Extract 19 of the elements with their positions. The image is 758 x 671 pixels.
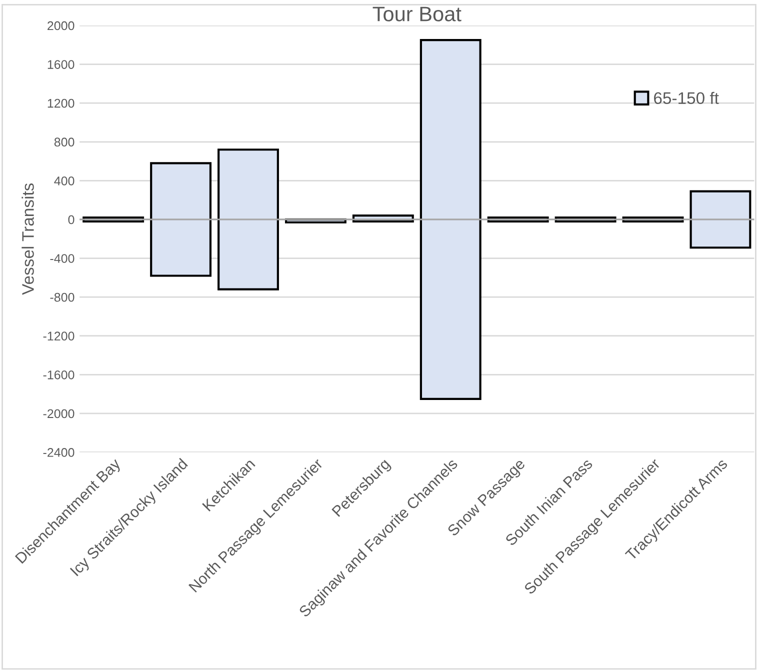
y-tick-label: 2000 bbox=[48, 21, 74, 30]
bar bbox=[150, 162, 212, 277]
y-tick-label: -800 bbox=[50, 292, 74, 302]
y-tick-label: 800 bbox=[54, 138, 74, 147]
bar bbox=[218, 148, 279, 290]
y-axis-title: Vessel Transits bbox=[22, 183, 34, 295]
y-tick-label: 0 bbox=[68, 215, 74, 224]
y-tick-label: -1200 bbox=[43, 332, 74, 341]
y-tick-label: 1600 bbox=[48, 60, 74, 69]
y-tick-label: -2000 bbox=[43, 409, 74, 418]
y-tick-label: -2400 bbox=[43, 448, 74, 457]
bar bbox=[420, 39, 482, 400]
chart-title: Tour Boat bbox=[372, 6, 462, 22]
y-tick-label: -1600 bbox=[43, 370, 74, 380]
y-tick-label: -400 bbox=[50, 254, 74, 263]
bar bbox=[690, 190, 752, 249]
legend-label: 65-150 ft bbox=[654, 92, 719, 104]
y-tick-label: 400 bbox=[54, 176, 74, 186]
y-tick-label: 1200 bbox=[48, 98, 74, 108]
